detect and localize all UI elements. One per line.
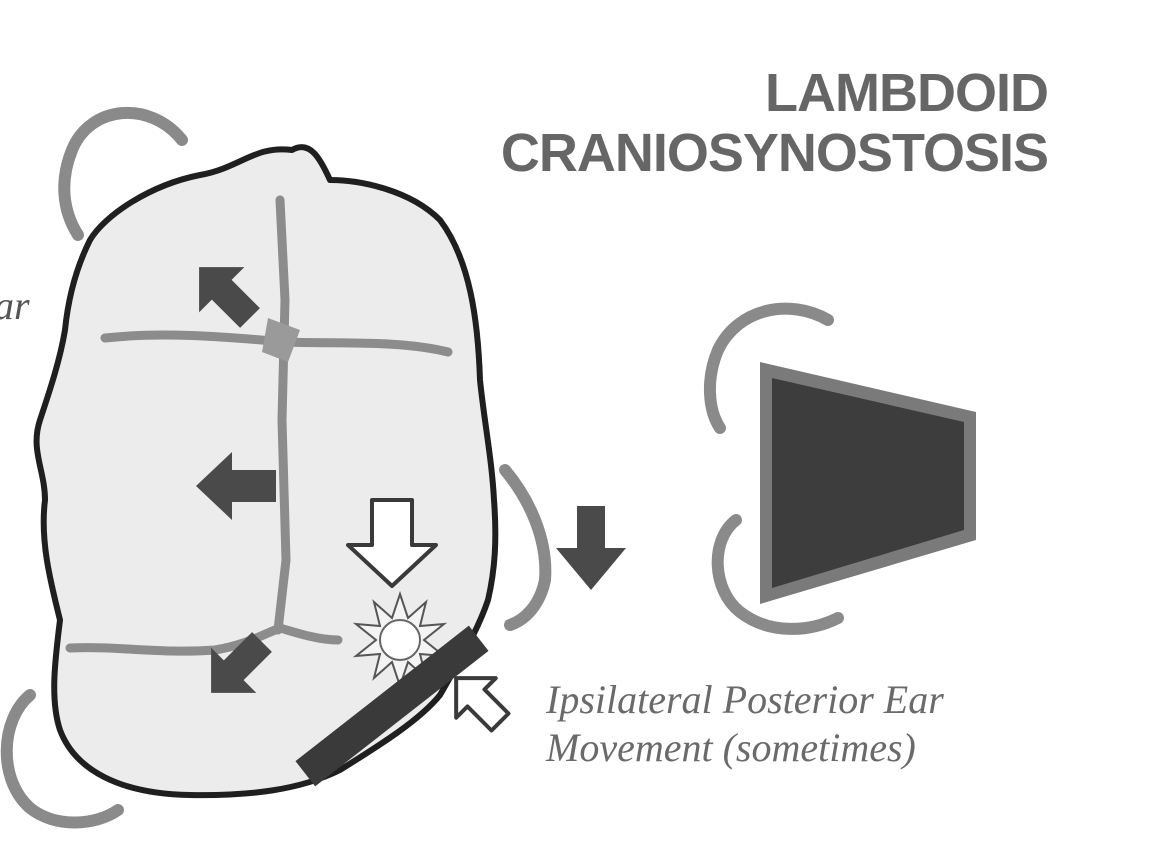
sagittal-suture <box>273 195 291 635</box>
cropped-label: ar <box>0 283 30 328</box>
anterior-fontanelle <box>262 318 300 362</box>
fused-suture-bar <box>295 625 489 787</box>
hollow-arrow-down <box>346 498 438 588</box>
bracket-trapezoid-bottom <box>711 514 844 635</box>
title-line-1: LAMBDOID <box>765 63 1049 123</box>
hollow-arrow-up-left <box>454 676 511 733</box>
arrow-down-left <box>211 632 272 693</box>
caption-line-1: Ipsilateral Posterior Ear <box>546 677 944 722</box>
trapezoid-inner <box>772 378 964 588</box>
title-line-2: CRANIOSYNOSTOSIS <box>500 123 1049 183</box>
caption-line-2: Movement (sometimes) <box>546 725 916 770</box>
bracket-trapezoid-top <box>704 302 834 434</box>
arrow-down <box>556 506 626 590</box>
arrow-up-left <box>199 267 260 328</box>
bracket-top-left <box>58 106 188 241</box>
lambdoid-suture-right <box>275 623 343 645</box>
lambdoid-suture-left <box>65 623 285 656</box>
bracket-bottom-left <box>0 689 124 829</box>
arrow-left <box>196 452 276 520</box>
ear-bracket <box>499 464 552 631</box>
